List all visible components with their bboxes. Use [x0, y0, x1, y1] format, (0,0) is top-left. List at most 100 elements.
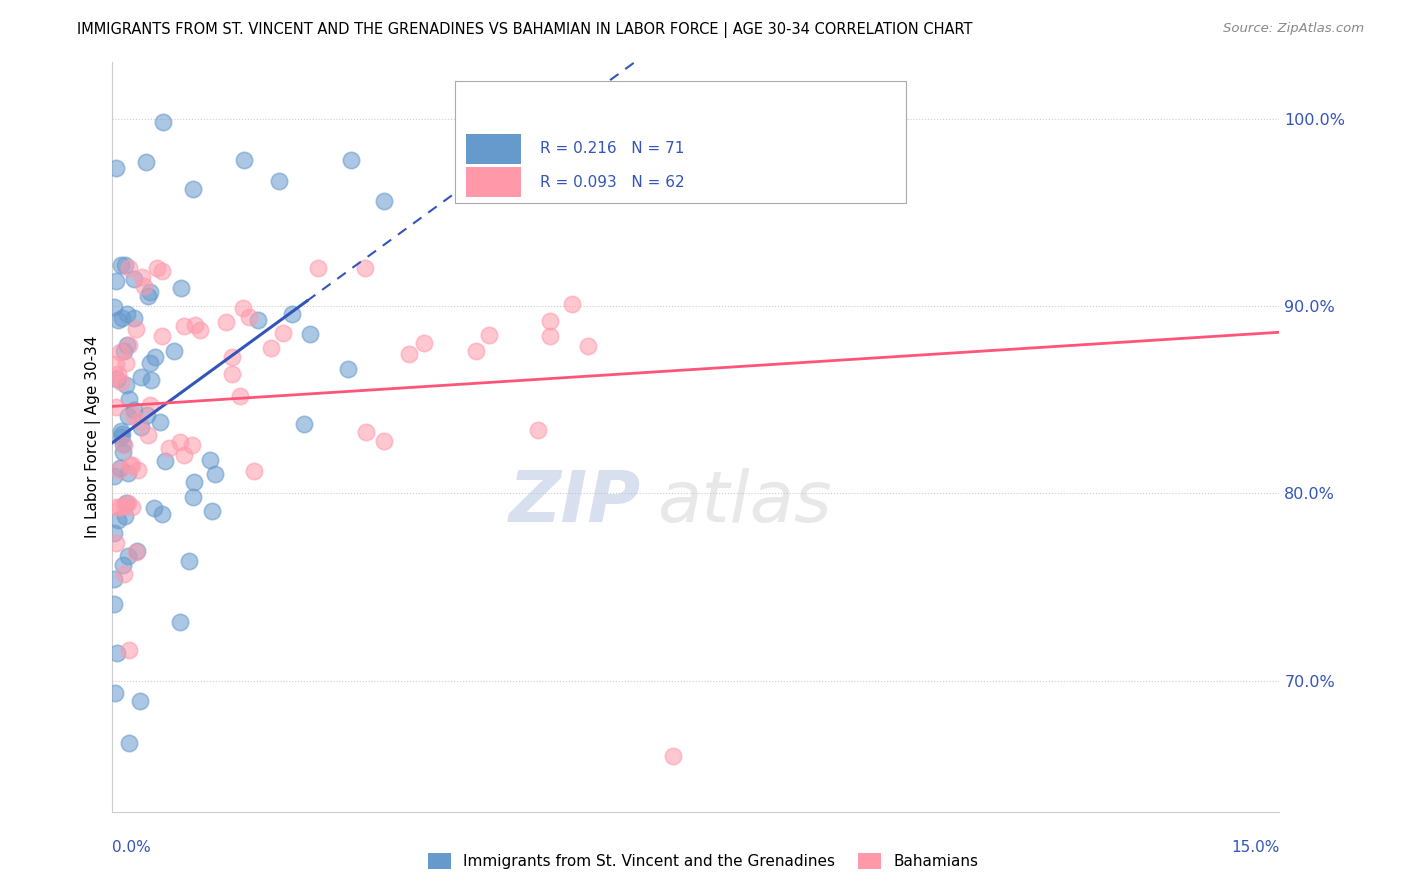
Point [117, 736, 139, 750]
Point [173, 448, 195, 462]
Point [118, 643, 141, 657]
Point [243, 464, 266, 478]
Point [111, 558, 134, 573]
Text: ZIP: ZIP [509, 468, 641, 537]
Point [538, 314, 561, 328]
Text: 15.0%: 15.0% [1232, 840, 1279, 855]
Point [188, 323, 211, 337]
Point [576, 339, 599, 353]
Point [135, 408, 157, 422]
Point [105, 372, 128, 386]
Point [111, 445, 134, 459]
Point [118, 261, 141, 276]
Point [105, 371, 128, 385]
Point [181, 182, 204, 196]
Point [128, 414, 150, 428]
Point [129, 694, 152, 708]
Point [173, 319, 195, 334]
Point [125, 545, 148, 559]
Point [269, 173, 291, 187]
Point [215, 315, 238, 329]
Point [105, 357, 128, 371]
Point [121, 458, 143, 472]
Point [105, 500, 128, 515]
Point [155, 454, 177, 468]
Point [118, 458, 141, 473]
Point [111, 426, 134, 441]
Point [136, 428, 159, 442]
Point [181, 438, 204, 452]
Point [398, 346, 420, 360]
Point [307, 261, 329, 276]
Point [201, 504, 224, 518]
Point [122, 310, 145, 325]
Point [150, 507, 173, 521]
Point [112, 437, 135, 451]
Point [117, 496, 139, 510]
Point [221, 367, 243, 381]
Point [110, 376, 132, 390]
Point [117, 308, 139, 322]
Point [112, 438, 135, 452]
Point [103, 526, 125, 541]
Point [117, 409, 139, 423]
Point [169, 615, 191, 630]
Point [538, 329, 561, 343]
Point [110, 345, 132, 359]
Point [105, 400, 128, 414]
Point [233, 153, 256, 168]
Point [129, 420, 152, 434]
Point [198, 453, 221, 467]
Point [112, 567, 135, 582]
Point [183, 490, 205, 504]
Point [112, 500, 135, 514]
Point [143, 350, 166, 364]
Point [111, 310, 134, 325]
Point [152, 329, 174, 343]
Point [104, 686, 127, 700]
Point [139, 373, 162, 387]
Point [114, 258, 136, 272]
Point [115, 496, 138, 510]
Text: R = 0.216   N = 71: R = 0.216 N = 71 [540, 141, 685, 156]
Point [238, 310, 260, 325]
Point [103, 597, 125, 611]
Point [143, 500, 166, 515]
Point [108, 500, 131, 514]
Point [132, 279, 155, 293]
Point [169, 434, 191, 449]
Point [105, 274, 128, 288]
Point [105, 646, 128, 660]
Point [299, 326, 322, 341]
Point [104, 161, 127, 176]
Point [122, 403, 145, 417]
Point [281, 307, 304, 321]
Point [105, 535, 128, 549]
Point [135, 154, 157, 169]
Point [229, 389, 252, 403]
Point [115, 356, 138, 370]
Point [118, 392, 141, 406]
Point [129, 370, 152, 384]
Point [157, 441, 180, 455]
Point [108, 463, 131, 477]
Point [527, 423, 550, 437]
Point [103, 300, 125, 314]
Point [127, 462, 149, 476]
Point [292, 417, 315, 431]
Point [125, 544, 148, 558]
Point [103, 469, 125, 483]
Point [337, 362, 360, 376]
Point [232, 301, 254, 315]
Point [146, 261, 169, 276]
Point [121, 500, 143, 515]
Point [150, 264, 173, 278]
Bar [467, 134, 522, 163]
Point [112, 344, 135, 359]
Y-axis label: In Labor Force | Age 30-34: In Labor Force | Age 30-34 [86, 335, 101, 539]
Text: atlas: atlas [657, 468, 832, 537]
Text: IMMIGRANTS FROM ST. VINCENT AND THE GRENADINES VS BAHAMIAN IN LABOR FORCE | AGE : IMMIGRANTS FROM ST. VINCENT AND THE GREN… [77, 22, 973, 38]
Point [353, 261, 375, 276]
Point [561, 297, 583, 311]
Point [354, 425, 377, 439]
